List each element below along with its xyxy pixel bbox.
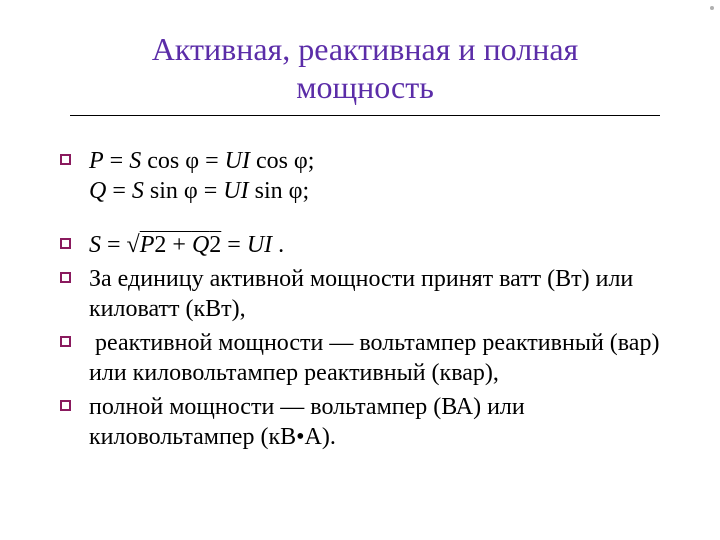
bullet-marker-icon: [60, 272, 71, 283]
text-full-power: полной мощности — вольтампер (ВА) или ки…: [89, 392, 670, 452]
content-area: P = S cos φ = UI cos φ; Q = S sin φ = UI…: [50, 146, 670, 452]
text-active-power: За единицу активной мощности принят ватт…: [89, 264, 670, 324]
bullet-item-1: P = S cos φ = UI cos φ; Q = S sin φ = UI…: [60, 146, 670, 206]
bullet-text-1: P = S cos φ = UI cos φ; Q = S sin φ = UI…: [89, 146, 314, 206]
bullet-item-2: S = √P2 + Q2 = UI .: [60, 230, 670, 260]
formula-q: Q = S sin φ = UI sin φ;: [89, 176, 314, 206]
title-line1: Активная, реактивная и полная: [152, 31, 579, 67]
bullet-item-4: реактивной мощности — вольтампер реактив…: [60, 328, 670, 388]
bullet-marker-icon: [60, 336, 71, 347]
bullet-item-5: полной мощности — вольтампер (ВА) или ки…: [60, 392, 670, 452]
formula-p: P = S cos φ = UI cos φ;: [89, 146, 314, 176]
formula-s: S = √P2 + Q2 = UI .: [89, 230, 284, 260]
title-container: Активная, реактивная и полная мощность: [70, 30, 660, 116]
bullet-marker-icon: [60, 154, 71, 165]
text-reactive-power: реактивной мощности — вольтампер реактив…: [89, 328, 670, 388]
bullet-marker-icon: [60, 238, 71, 249]
bridge-dot: [710, 6, 714, 10]
bullet-item-3: За единицу активной мощности принят ватт…: [60, 264, 670, 324]
title-line2: мощность: [296, 69, 434, 105]
slide-title: Активная, реактивная и полная мощность: [70, 30, 660, 107]
bullet-marker-icon: [60, 400, 71, 411]
